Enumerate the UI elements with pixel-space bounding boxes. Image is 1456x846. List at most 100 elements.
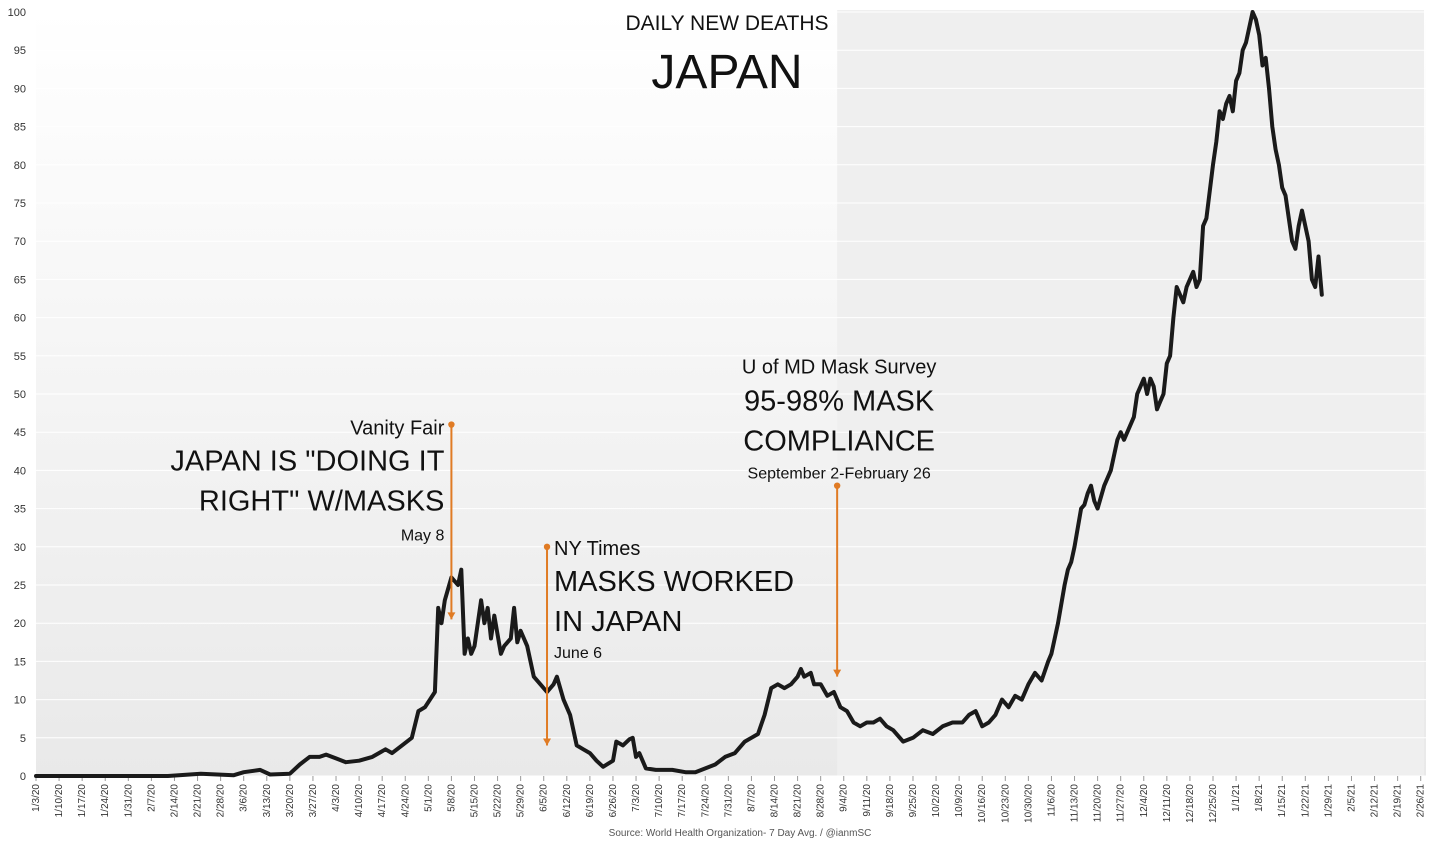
y-tick-label: 55 — [14, 351, 26, 363]
annotation-headline: JAPAN IS "DOING IT — [170, 446, 444, 478]
x-tick-label: 4/10/20 — [354, 784, 365, 818]
x-tick-label: 2/26/21 — [1416, 784, 1427, 818]
shaded-mask-period — [837, 10, 1424, 776]
x-tick-label: 4/24/20 — [400, 784, 411, 818]
x-tick-label: 8/7/20 — [746, 784, 757, 812]
x-tick-label: 1/1/21 — [1231, 784, 1242, 812]
annotation-pointer-dot — [448, 421, 455, 428]
x-tick-label: 1/24/20 — [100, 784, 111, 818]
x-tick-label: 11/13/20 — [1070, 784, 1081, 823]
y-tick-label: 75 — [14, 198, 26, 210]
chart-subtitle: JAPAN — [651, 46, 802, 99]
annotation-source: U of MD Mask Survey — [742, 357, 936, 379]
annotation-pointer-dot — [833, 482, 841, 489]
y-tick-label: 65 — [14, 274, 26, 286]
annotations: Vanity Fair JAPAN IS "DOING IT RIGHT" W/MA… — [170, 357, 936, 746]
x-tick-label: 5/22/20 — [493, 784, 504, 818]
x-tick-label: 12/18/20 — [1185, 784, 1196, 823]
x-tick-label: 8/21/20 — [793, 784, 804, 818]
annotation-pointer-dot — [543, 543, 551, 550]
chart-title: DAILY NEW DEATHS — [625, 12, 828, 35]
x-tick-label: 9/25/20 — [908, 784, 919, 818]
annotation-source: Vanity Fair — [350, 418, 444, 440]
x-tick-label: 2/28/20 — [216, 784, 227, 818]
y-tick-label: 20 — [14, 618, 26, 630]
x-tick-label: 8/28/20 — [816, 784, 827, 818]
x-tick-label: 1/3/20 — [31, 784, 42, 812]
annotation-headline: 95-98% MASK — [744, 386, 935, 418]
x-tick-label: 4/3/20 — [331, 784, 342, 812]
x-tick-label: 4/17/20 — [377, 784, 388, 818]
y-tick-label: 100 — [8, 7, 26, 19]
annotation-headline: IN JAPAN — [554, 606, 682, 638]
y-tick-label: 0 — [20, 771, 26, 783]
x-tick-label: 2/21/20 — [193, 784, 204, 818]
series-line-daily-deaths — [34, 10, 1324, 778]
annotation-source: NY Times — [554, 538, 640, 560]
x-tick-label: 1/31/20 — [123, 784, 134, 818]
y-tick-label: 80 — [14, 160, 26, 172]
annotation-arrowhead — [447, 612, 456, 620]
y-axis-ticks: 0 5 10 15 20 25 30 35 40 45 50 55 60 65 70 75 80 85 90 95 10… — [8, 7, 26, 783]
x-tick-label: 11/6/20 — [1046, 784, 1057, 817]
x-tick-label: 1/29/21 — [1323, 784, 1334, 818]
x-tick-label: 3/13/20 — [262, 784, 273, 818]
x-tick-label: 3/20/20 — [285, 784, 296, 818]
annotation-headline: RIGHT" W/MASKS — [199, 486, 445, 518]
y-tick-label: 60 — [14, 313, 26, 325]
x-tick-label: 7/24/20 — [700, 784, 711, 818]
x-tick-label: 12/11/20 — [1162, 784, 1173, 823]
x-tick-label: 1/15/21 — [1277, 784, 1288, 818]
x-tick-label: 2/14/20 — [169, 784, 180, 818]
annotation-headline: MASKS WORKED — [554, 566, 794, 598]
y-tick-label: 25 — [14, 580, 26, 592]
x-tick-label: 10/16/20 — [977, 784, 988, 823]
x-tick-label: 10/30/20 — [1023, 784, 1034, 823]
x-tick-label: 9/4/20 — [839, 784, 850, 812]
x-tick-label: 8/14/20 — [770, 784, 781, 818]
x-tick-label: 5/1/20 — [423, 784, 434, 812]
y-tick-label: 15 — [14, 656, 26, 668]
x-tick-label: 6/12/20 — [562, 784, 573, 818]
x-tick-label: 6/26/20 — [608, 784, 619, 818]
x-tick-label: 1/10/20 — [54, 784, 65, 818]
chart-source: Source: World Health Organization- 7 Day… — [609, 828, 872, 839]
annotation-date: May 8 — [401, 528, 445, 545]
y-tick-label: 70 — [14, 236, 26, 248]
x-tick-label: 12/4/20 — [1139, 784, 1150, 818]
y-tick-label: 90 — [14, 83, 26, 95]
x-tick-label: 7/17/20 — [677, 784, 688, 818]
y-tick-label: 10 — [14, 695, 26, 707]
x-tick-label: 10/2/20 — [931, 784, 942, 818]
x-tick-label: 2/12/21 — [1370, 784, 1381, 818]
x-tick-label: 3/6/20 — [239, 784, 250, 812]
x-tick-label: 1/8/21 — [1254, 784, 1265, 812]
y-tick-label: 40 — [14, 465, 26, 477]
x-tick-label: 11/27/20 — [1116, 784, 1127, 823]
x-tick-label: 7/31/20 — [723, 784, 734, 818]
x-tick-label: 11/20/20 — [1093, 784, 1104, 823]
x-axis-ticks: 1/3/20 1/10/20 1/17/20 1/24/20 1/31/20 2/7/20… — [31, 776, 1427, 823]
annotation-arrowhead — [543, 738, 552, 746]
x-tick-label: 1/17/20 — [77, 784, 88, 818]
x-tick-label: 10/23/20 — [1000, 784, 1011, 823]
y-tick-label: 95 — [14, 45, 26, 57]
x-tick-label: 10/9/20 — [954, 784, 965, 818]
annotation-arrowhead — [833, 669, 842, 677]
x-tick-label: 2/19/21 — [1393, 784, 1404, 818]
y-tick-label: 30 — [14, 542, 26, 554]
y-tick-label: 35 — [14, 504, 26, 516]
annotation-headline: COMPLIANCE — [743, 426, 935, 458]
x-tick-label: 5/8/20 — [446, 784, 457, 812]
annotation-date: June 6 — [554, 645, 602, 662]
annotation-date: September 2-February 26 — [748, 466, 931, 483]
x-tick-label: 5/15/20 — [469, 784, 480, 818]
y-tick-label: 5 — [20, 733, 26, 745]
x-tick-label: 1/22/21 — [1300, 784, 1311, 818]
x-tick-label: 7/3/20 — [631, 784, 642, 812]
x-tick-label: 2/5/21 — [1346, 784, 1357, 812]
x-tick-label: 5/29/20 — [516, 784, 527, 818]
x-tick-label: 9/18/20 — [885, 784, 896, 818]
y-tick-label: 85 — [14, 122, 26, 134]
